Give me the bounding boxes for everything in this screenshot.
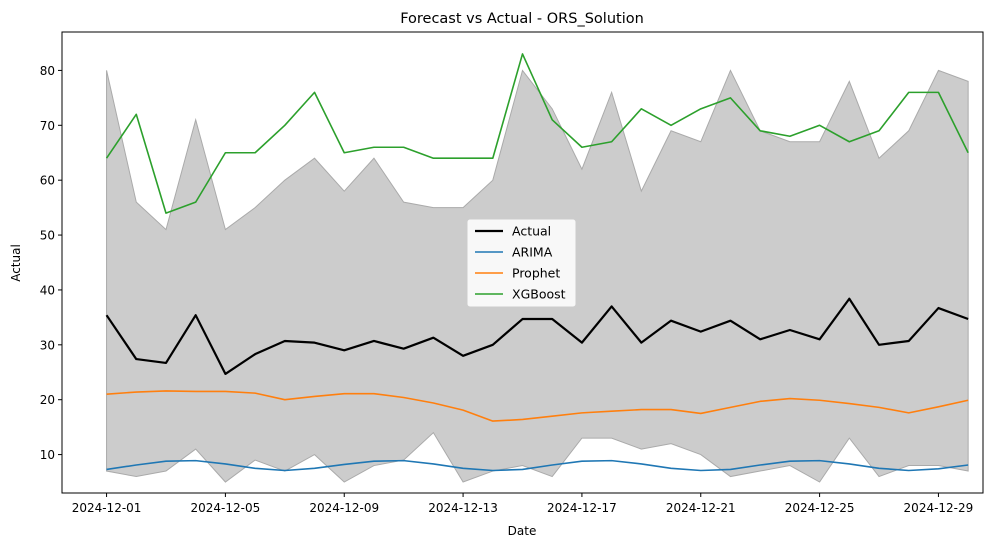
- legend-label-arima: ARIMA: [512, 245, 553, 260]
- y-axis: 10 20 30 40 50 60 70 80: [40, 64, 62, 462]
- series-lines: [105, 53, 969, 472]
- x-tick-label: 2024-12-17: [547, 501, 617, 515]
- x-tick-label: 2024-12-25: [785, 501, 855, 515]
- y-tick-label: 40: [40, 283, 55, 297]
- x-axis: 2024-12-01 2024-12-05 2024-12-09 2024-12-13…: [72, 493, 974, 515]
- legend-label-actual: Actual: [512, 224, 551, 239]
- y-tick-label: 30: [40, 338, 55, 352]
- legend-label-prophet: Prophet: [512, 266, 560, 281]
- legend-label-xgboost: XGBoost: [512, 287, 566, 302]
- y-tick-label: 50: [40, 229, 55, 243]
- series-line-actual: [105, 297, 969, 376]
- y-tick-label: 70: [40, 119, 55, 133]
- x-tick-label: 2024-12-21: [666, 501, 736, 515]
- y-tick-label: 20: [40, 393, 55, 407]
- chart-title: Forecast vs Actual - ORS_Solution: [400, 11, 644, 27]
- x-axis-title: Date: [508, 524, 537, 538]
- x-tick-label: 2024-12-05: [191, 501, 261, 515]
- legend: Actual ARIMA Prophet XGBoost: [466, 218, 577, 308]
- x-tick-label: 2024-12-09: [309, 501, 379, 515]
- series-line-xgboost: [105, 53, 969, 214]
- y-tick-label: 60: [40, 174, 55, 188]
- x-tick-label: 2024-12-13: [428, 501, 498, 515]
- x-tick-label: 2024-12-01: [72, 501, 142, 515]
- legend-items: Actual ARIMA Prophet XGBoost: [475, 224, 566, 302]
- y-tick-label: 80: [40, 64, 55, 78]
- series-line-arima: [106, 459, 969, 472]
- x-tick-label: 2024-12-29: [904, 501, 974, 515]
- legend-box: [466, 218, 577, 308]
- y-tick-label: 10: [40, 448, 55, 462]
- y-axis-title: Actual: [9, 244, 23, 282]
- axes-frame: [61, 31, 984, 494]
- series-line-prophet: [106, 390, 969, 422]
